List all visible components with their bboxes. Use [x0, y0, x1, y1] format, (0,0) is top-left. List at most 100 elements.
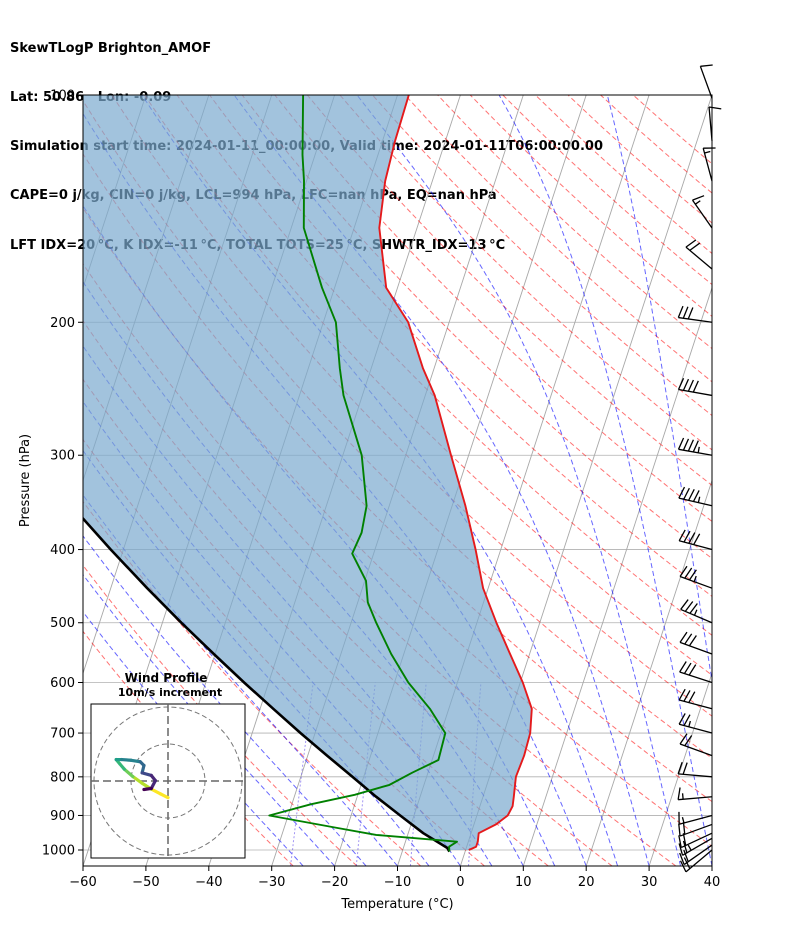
wind-barb — [691, 195, 713, 229]
wind-barb — [699, 64, 713, 99]
wind-barb-staff — [691, 199, 713, 229]
wind-barb — [678, 811, 713, 825]
wind-barb-half-flag — [687, 844, 692, 851]
wind-barb-full-flag — [684, 633, 693, 645]
dry-adiabat-line — [241, 95, 712, 560]
wind-barb-full-flag — [683, 849, 689, 862]
title-line-station: SkewTLogP Brighton_AMOF — [10, 40, 212, 56]
wind-barb — [680, 599, 713, 624]
dry-adiabat-line — [176, 95, 712, 636]
wind-barb-full-flag — [688, 664, 697, 676]
wind-barb-full-flag — [682, 378, 690, 391]
wind-barb — [678, 713, 713, 734]
wind-barb-full-flag — [677, 761, 683, 775]
wind-barb — [677, 305, 713, 323]
parcel-profile-line — [83, 516, 451, 853]
wind-barb-full-flag — [678, 486, 686, 499]
plot-lines — [83, 95, 533, 853]
hodograph-segment — [149, 787, 163, 796]
wind-barb — [678, 688, 713, 710]
y-tick-label: 700 — [50, 727, 75, 742]
y-tick-label: 1000 — [42, 844, 75, 859]
wind-barb-full-flag — [708, 106, 722, 110]
moist-adiabat-line — [83, 611, 304, 866]
wind-barb — [679, 844, 713, 866]
dry-adiabat-line — [502, 95, 712, 286]
wind-barb-full-flag — [683, 690, 691, 702]
dry-adiabat-line — [567, 95, 712, 224]
wind-barb-full-flag — [678, 843, 684, 856]
wind-barb-full-flag — [687, 307, 694, 320]
wind-barb-full-flag — [683, 714, 691, 726]
x-tick-label: −30 — [258, 875, 285, 890]
moist-adiabat-line — [356, 95, 681, 866]
wind-barb-full-flag — [684, 735, 693, 747]
hodograph-segment — [122, 767, 135, 779]
hodograph-subtitle: 10m/s increment — [118, 686, 222, 699]
y-tick-label: 800 — [50, 770, 75, 785]
wind-barb-full-flag — [677, 305, 684, 318]
wind-barb-full-flag — [680, 599, 689, 610]
y-tick-label: 300 — [50, 449, 75, 464]
wind-barb — [677, 761, 713, 778]
wind-barb-half-flag — [681, 793, 684, 800]
wind-barb-full-flag — [677, 437, 685, 450]
wind-barb-staff — [678, 796, 713, 801]
wind-barb-full-flag — [692, 195, 705, 201]
parcel-temperature-fill — [83, 95, 532, 850]
wind-barb-full-flag — [682, 306, 689, 319]
x-tick-label: 10 — [515, 875, 532, 890]
dry-adiabat-line — [535, 95, 712, 255]
wind-barb-staff — [708, 106, 713, 141]
moist-adiabat-line — [83, 535, 367, 866]
wind-barbs — [677, 64, 722, 873]
x-tick-label: 20 — [578, 875, 595, 890]
moist-adiabat-line — [498, 95, 712, 866]
wind-barb — [679, 733, 713, 757]
wind-barb-full-flag — [685, 239, 697, 248]
wind-barb-full-flag — [682, 840, 688, 853]
wind-barb-full-flag — [687, 379, 694, 392]
dry-adiabat-line — [632, 95, 712, 165]
wind-barb-full-flag — [700, 64, 713, 67]
wind-barb — [678, 837, 713, 856]
wind-barb — [678, 529, 713, 551]
wind-barb-full-flag — [677, 787, 681, 800]
dry-adiabat-line — [372, 95, 712, 417]
wind-barb-full-flag — [688, 489, 695, 501]
wind-barb — [678, 821, 713, 837]
isotherm-line — [585, 479, 712, 866]
wind-barb-full-flag — [687, 439, 694, 452]
isotherm-line — [83, 95, 84, 97]
wind-barb-full-flag — [684, 567, 693, 579]
moist-adiabat-line — [83, 573, 335, 866]
x-tick-label: 40 — [704, 875, 721, 890]
hodograph-segment — [131, 774, 144, 785]
wind-barb-half-flag — [697, 446, 700, 453]
dry-adiabat-line — [83, 564, 358, 866]
wind-barb-full-flag — [689, 242, 701, 251]
wind-barb-full-flag — [682, 821, 686, 835]
wind-barb-full-flag — [688, 691, 696, 703]
wind-barb — [677, 377, 713, 397]
wind-barb-staff — [699, 66, 713, 99]
wind-barb-full-flag — [677, 377, 685, 390]
wind-barb-full-flag — [678, 688, 686, 701]
wind-barb — [685, 239, 713, 270]
hodograph-segment — [142, 786, 153, 792]
wind-barb-half-flag — [681, 816, 685, 824]
wind-barb-full-flag — [683, 487, 690, 500]
wind-barb-half-flag — [688, 720, 691, 728]
wind-barb — [679, 565, 713, 589]
wind-barb-half-flag — [694, 200, 701, 205]
wind-barb-staff — [702, 148, 713, 182]
wind-barb-full-flag — [679, 631, 688, 643]
wind-barb-full-flag — [682, 438, 690, 451]
x-tick-label: 30 — [641, 875, 658, 890]
y-tick-label: 400 — [50, 543, 75, 558]
wind-barb-full-flag — [689, 603, 698, 614]
wind-barb — [708, 106, 722, 141]
wind-barb — [702, 147, 716, 182]
